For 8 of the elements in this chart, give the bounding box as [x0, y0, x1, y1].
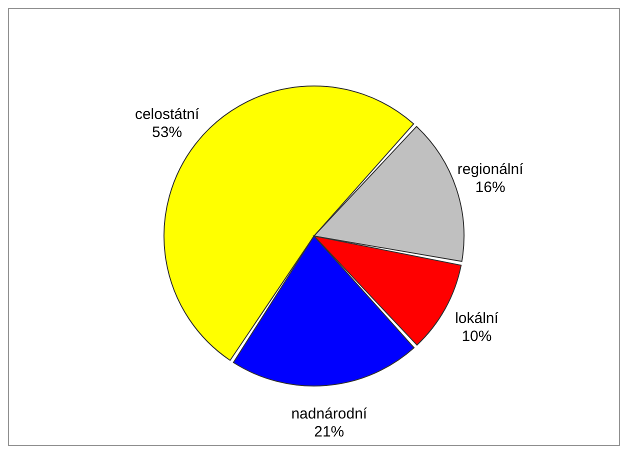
data-label: 21%: [314, 423, 344, 440]
data-label: 53%: [152, 124, 182, 141]
data-label: 16%: [475, 178, 506, 196]
data-label: 10%: [462, 328, 492, 346]
slice-label: nadnárodní: [291, 405, 368, 422]
slice-label: lokální: [455, 310, 500, 328]
slice-label: regionální: [457, 160, 524, 178]
slice-label: celostátní: [134, 106, 200, 123]
